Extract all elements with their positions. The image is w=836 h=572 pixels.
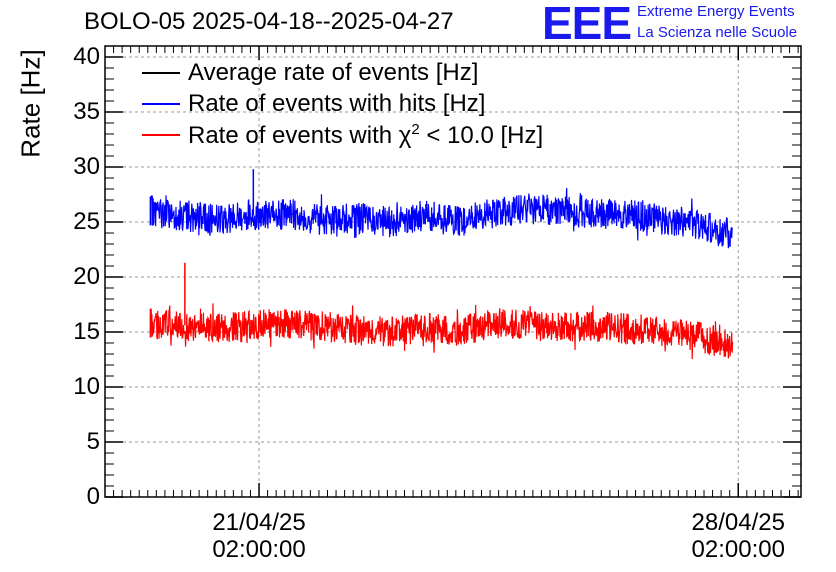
legend-chi2-symbol: χ bbox=[398, 122, 412, 149]
legend-entry-hits: Rate of events with hits [Hz] bbox=[188, 90, 486, 117]
x-tick-label: 21/04/25 02:00:00 bbox=[194, 509, 324, 563]
y-tick-label: 10 bbox=[73, 373, 100, 400]
x-tick-label: 28/04/25 02:00:00 bbox=[673, 509, 803, 563]
eee-logo: EEE bbox=[542, 0, 632, 49]
legend-entry-average: Average rate of events [Hz] bbox=[188, 59, 479, 86]
y-tick-label: 5 bbox=[86, 428, 100, 455]
series-layer bbox=[149, 169, 734, 359]
y-tick-label: 15 bbox=[73, 318, 100, 345]
plot-frame bbox=[104, 45, 802, 498]
chart-title: BOLO-05 2025-04-18--2025-04-27 bbox=[84, 8, 454, 35]
legend-chi2-exponent: 2 bbox=[411, 121, 420, 138]
y-tick-label: 40 bbox=[73, 43, 100, 70]
series-line-1 bbox=[150, 188, 734, 249]
legend-lines bbox=[142, 72, 180, 136]
y-tick-label: 30 bbox=[73, 153, 100, 180]
logo-line-2: La Scienza nelle Scuole bbox=[637, 24, 798, 41]
legend-chi2-suffix: < 10.0 [Hz] bbox=[419, 122, 544, 149]
axis-ticks bbox=[105, 45, 801, 498]
legend-entry-chi2: Rate of events with χ2 < 10.0 [Hz] bbox=[188, 121, 543, 150]
x-tick-date: 21/04/25 bbox=[212, 509, 306, 536]
y-tick-label: 20 bbox=[73, 263, 100, 290]
x-tick-time: 02:00:00 bbox=[691, 536, 785, 563]
series-line-2 bbox=[150, 303, 734, 359]
legend-chi2-prefix: Rate of events with bbox=[188, 122, 399, 149]
x-tick-date: 28/04/25 bbox=[691, 509, 785, 536]
x-tick-time: 02:00:00 bbox=[212, 536, 306, 563]
eee-logo-mark: EEE bbox=[542, 0, 632, 49]
y-tick-label: 35 bbox=[73, 98, 100, 125]
y-tick-label: 25 bbox=[73, 208, 100, 235]
y-tick-label: 0 bbox=[86, 483, 100, 510]
logo-line-1: Extreme Energy Events bbox=[637, 3, 795, 20]
